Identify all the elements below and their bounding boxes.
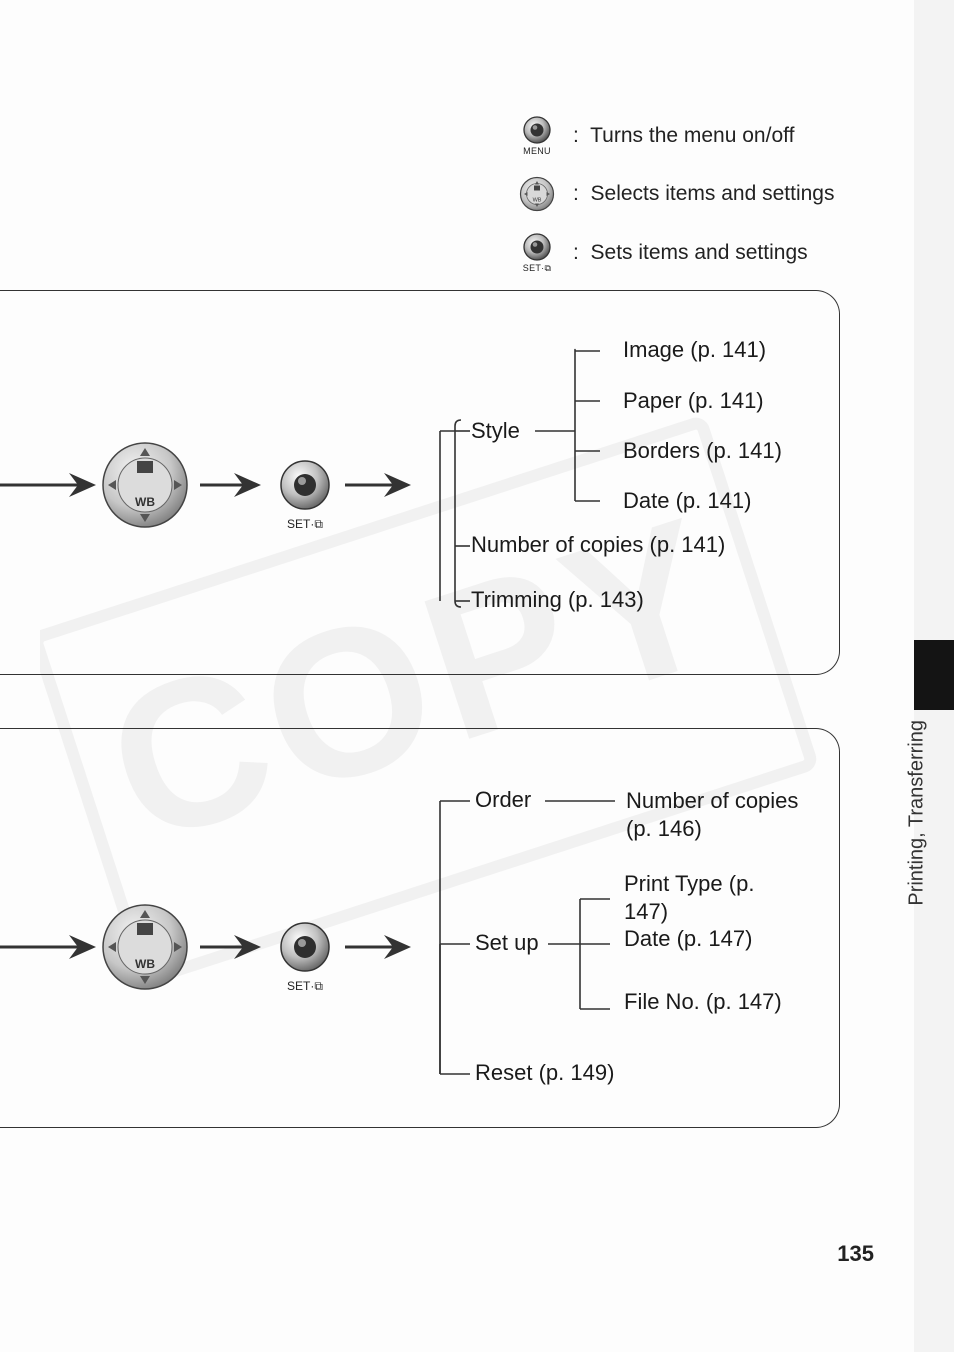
legend-set-row: SET·⧉ : Sets items and settings [515,232,834,274]
menu-sub: MENU [523,146,551,156]
legend-menu-row: MENU : Turns the menu on/off [515,115,834,156]
label-borders: Borders (p. 141) [623,438,782,464]
set-button-icon: SET·⧉ [515,232,559,274]
flow-svg-1: WB SET·⧉ [0,430,430,550]
legend-select-text: : Selects items and settings [573,182,834,206]
label-reset: Reset (p. 149) [475,1060,614,1086]
page: COPY MENU : Turns the menu on/off [0,0,954,1352]
svg-text:SET·⧉: SET·⧉ [287,517,323,531]
right-margin-stripe [914,0,954,1352]
thumb-tab [914,640,954,710]
control-legend: MENU : Turns the menu on/off [515,115,834,294]
section-tab: Printing, Transferring [906,720,929,906]
svg-text:SET·⧉: SET·⧉ [287,979,323,993]
page-number: 135 [837,1241,874,1267]
label-paper: Paper (p. 141) [623,388,764,414]
svg-text:WB: WB [533,198,542,204]
legend-select-row: WB : Selects items and settings [515,176,834,212]
legend-menu-text: : Turns the menu on/off [573,124,794,148]
svg-text:WB: WB [135,957,155,971]
label-image: Image (p. 141) [623,337,766,363]
label-order: Order [475,787,531,813]
label-copies: Number of copies (p. 141) [471,532,725,558]
label-date: Date (p. 141) [623,488,751,514]
legend-set-text: : Sets items and settings [573,241,808,265]
label-print-type: Print Type (p. 147) [624,870,804,925]
flow-svg-2: WB SET·⧉ [0,892,430,1012]
set-sub: SET·⧉ [523,263,551,274]
label-style: Style [471,418,520,444]
menu-button-icon: MENU [515,115,559,156]
label-setup: Set up [475,930,539,956]
label-trimming: Trimming (p. 143) [471,587,644,613]
navpad-icon: WB [515,176,559,212]
svg-text:WB: WB [135,495,155,509]
label-fileno: File No. (p. 147) [624,988,784,1016]
label-setup-date: Date (p. 147) [624,925,784,953]
label-order-copies: Number of copies (p. 146) [626,787,826,842]
